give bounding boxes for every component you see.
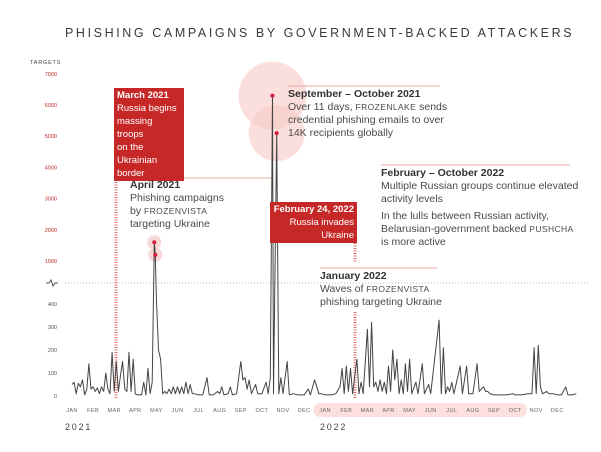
x-tick-label: FEB	[87, 408, 99, 414]
annotation-heading: February 24, 2022	[273, 204, 354, 215]
annotation-line: credential phishing emails to over	[288, 114, 444, 126]
x-tick-label: JUN	[172, 408, 184, 414]
x-tick-label: APR	[382, 408, 395, 414]
chart-title: PHISHING CAMPAIGNS BY GOVERNMENT-BACKED …	[65, 26, 575, 40]
x-tick-label: AUG	[466, 408, 479, 414]
y-tick-label: 0	[54, 394, 57, 400]
x-tick-label: NOV	[530, 408, 543, 414]
annotation-line: targeting Ukraine	[130, 218, 210, 230]
peak-dot	[152, 240, 157, 245]
annotation-jan-2022: January 2022 Waves of FROZENVISTA phishi…	[320, 270, 442, 309]
annotation-line: by FROZENVISTA	[130, 205, 224, 218]
x-tick-label: MAY	[403, 408, 416, 414]
y-tick-label: 1000	[45, 259, 57, 265]
x-tick-label: OCT	[255, 408, 268, 414]
peak-dot	[274, 131, 279, 136]
y-tick-label: 400	[48, 302, 57, 308]
annotation-line: Multiple Russian groups continue elevate…	[381, 180, 579, 192]
x-tick-label: MAY	[150, 408, 163, 414]
peak-dot	[153, 252, 158, 257]
y-tick-label: 2000	[45, 228, 57, 234]
annotation-line: is more active	[381, 236, 446, 248]
x-tick-label: FEB	[340, 408, 352, 414]
threat-group-name: PUSHCHA	[529, 224, 574, 234]
series-line	[71, 95, 577, 396]
peak-dot	[270, 93, 275, 98]
threat-group-name: FROZENVISTA	[366, 284, 430, 294]
x-tick-label: JUL	[446, 408, 457, 414]
annotation-april-2021: April 2021 Phishing campaigns by FROZENV…	[130, 179, 224, 231]
y-tick-label: 7000	[45, 72, 57, 78]
annotation-feb-oct-2022: February – October 2022 Multiple Russian…	[381, 167, 578, 249]
annotation-line: Over 11 days, FROZENLAKE sends	[288, 101, 447, 114]
y-tick-label: 100	[48, 371, 57, 377]
y-tick-label: 4000	[45, 165, 57, 171]
x-tick-label: AUG	[213, 408, 226, 414]
x-tick-label: JAN	[319, 408, 331, 414]
annotation-line: Waves of FROZENVISTA	[320, 283, 442, 296]
x-tick-label: DEC	[298, 408, 311, 414]
highlight-band	[313, 403, 528, 417]
annotation-line: 14K recipients globally	[288, 127, 394, 139]
x-tick-label: SEP	[235, 408, 247, 414]
annotation-line: Russia begins	[117, 103, 177, 114]
annotation-line: massing troops	[117, 116, 153, 140]
annotation-line: Belarusian-government backed PUSHCHA	[381, 223, 578, 236]
x-tick-label: JAN	[66, 408, 78, 414]
annotation-text: Over 11 days,	[288, 101, 356, 113]
y-axis-label: TARGETS	[30, 60, 61, 66]
y-tick-label: 6000	[45, 103, 57, 109]
annotation-line: Russia invades Ukraine	[289, 217, 354, 241]
annotation-heading: February – October 2022	[381, 167, 505, 179]
x-tick-label: DEC	[551, 408, 564, 414]
annotation-text: by	[130, 205, 145, 217]
year-label: 2021	[65, 422, 92, 432]
annotation-text: Belarusian-government backed	[381, 223, 530, 235]
x-tick-label: SEP	[488, 408, 500, 414]
annotation-line: activity levels	[381, 193, 443, 205]
annotation-line: Phishing campaigns	[130, 192, 224, 204]
x-tick-label: NOV	[276, 408, 289, 414]
annotation-heading: April 2021	[130, 179, 181, 191]
annotation-feb-24-2022: February 24, 2022 Russia invades Ukraine	[270, 202, 357, 243]
year-label: 2022	[320, 422, 347, 432]
annotation-line: border	[117, 168, 145, 179]
annotation-march-2021: March 2021 Russia begins massing troops …	[114, 88, 184, 181]
annotation-heading: March 2021	[117, 90, 169, 101]
x-tick-label: JUL	[193, 408, 204, 414]
y-tick-label: 5000	[45, 134, 57, 140]
annotation-line: phishing targeting Ukraine	[320, 296, 442, 308]
annotation-sep-oct-2021: September – October 2021 Over 11 days, F…	[288, 88, 447, 140]
x-tick-label: APR	[129, 408, 142, 414]
annotation-line: on the Ukrainian	[117, 142, 158, 166]
x-tick-label: MAR	[107, 408, 120, 414]
x-tick-label: JUN	[425, 408, 437, 414]
threat-group-name: FROZENVISTA	[144, 206, 208, 216]
annotation-heading: January 2022	[320, 270, 387, 282]
annotation-line: In the lulls between Russian activity,	[381, 210, 549, 222]
x-tick-label: OCT	[509, 408, 522, 414]
y-tick-label: 200	[48, 348, 57, 354]
annotation-text: sends	[416, 101, 448, 113]
x-tick-label: MAR	[361, 408, 374, 414]
annotation-text: Waves of	[320, 283, 367, 295]
annotation-heading: September – October 2021	[288, 88, 421, 100]
y-tick-label: 3000	[45, 197, 57, 203]
y-tick-label: 300	[48, 325, 57, 331]
threat-group-name: FROZENLAKE	[355, 102, 417, 112]
axis-break-icon	[46, 278, 58, 288]
